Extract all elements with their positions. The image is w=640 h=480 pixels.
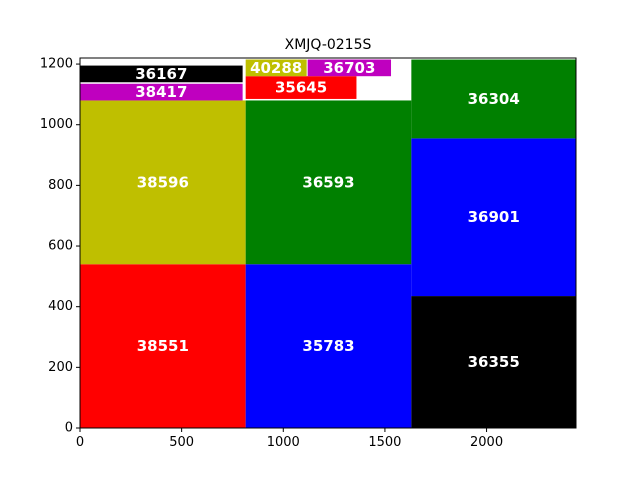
treemap-rect-38596 bbox=[80, 100, 246, 265]
treemap-rect-label-38596: 38596 bbox=[137, 173, 189, 191]
x-tick-label: 1500 bbox=[368, 435, 401, 450]
x-tick-label: 500 bbox=[169, 435, 194, 450]
plot-frame bbox=[79, 57, 577, 429]
treemap-rect-36355 bbox=[411, 296, 576, 428]
treemap-rect-label-36167: 36167 bbox=[135, 65, 187, 83]
treemap-rect-label-36703: 36703 bbox=[323, 59, 375, 77]
treemap-rect-36167 bbox=[80, 65, 243, 83]
treemap-rect-36901 bbox=[411, 138, 576, 297]
chart-title: XMJQ-0215S bbox=[285, 37, 372, 53]
treemap-rect-35783 bbox=[245, 264, 412, 428]
treemap-rect-label-40288: 40288 bbox=[250, 59, 302, 77]
x-tick-label: 1000 bbox=[267, 435, 300, 450]
treemap-rect-label-38417: 38417 bbox=[135, 83, 187, 101]
treemap-rect-38417 bbox=[80, 83, 243, 101]
treemap-rect-36593 bbox=[245, 100, 412, 265]
y-tick-label: 1000 bbox=[40, 117, 73, 132]
treemap-rect-36304 bbox=[411, 59, 576, 139]
treemap-rect-35645 bbox=[245, 76, 357, 99]
y-tick-label: 800 bbox=[48, 178, 73, 193]
treemap-rect-label-36304: 36304 bbox=[468, 90, 520, 108]
treemap-rect-38551 bbox=[80, 264, 246, 428]
treemap-rect-label-38551: 38551 bbox=[137, 337, 189, 355]
treemap-rect-label-36593: 36593 bbox=[302, 173, 354, 191]
treemap-rect-label-36355: 36355 bbox=[468, 353, 520, 371]
treemap-rect-label-36901: 36901 bbox=[468, 208, 520, 226]
x-tick-label: 0 bbox=[76, 435, 84, 450]
x-tick-label: 2000 bbox=[470, 435, 503, 450]
axes-layer: 0 500 1000 1500 2000 0 200 400 600 800 1000 1200 bbox=[40, 57, 577, 450]
y-tick-label: 400 bbox=[48, 299, 73, 314]
treemap-rect-36703 bbox=[307, 59, 392, 77]
y-tick-label: 0 bbox=[65, 421, 73, 436]
treemap-rect-40288 bbox=[245, 59, 307, 77]
y-tick-label: 200 bbox=[48, 360, 73, 375]
y-tick-label: 600 bbox=[48, 239, 73, 254]
y-tick-label: 1200 bbox=[40, 57, 73, 72]
treemap-rect-label-35783: 35783 bbox=[302, 337, 354, 355]
treemap-rect-label-35645: 35645 bbox=[275, 79, 327, 97]
